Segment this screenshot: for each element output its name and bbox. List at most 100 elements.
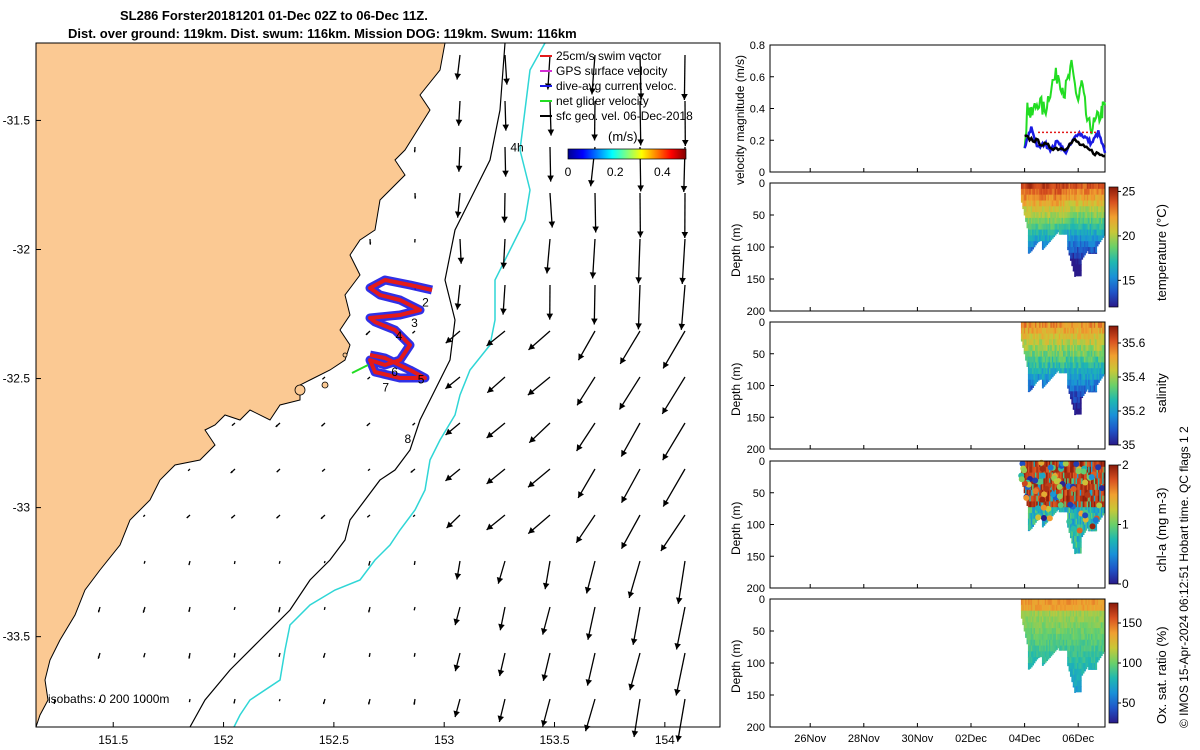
profile-cell [1025,633,1028,638]
profile-cell [1096,200,1099,207]
profile-cell [1095,229,1098,236]
profile-cell [1058,507,1061,513]
profile-cell [1026,610,1029,617]
current-arrow-head [455,119,463,126]
profile-cell [1076,489,1079,497]
profile-cell [1089,495,1092,502]
profile-cell [1057,183,1060,190]
chla-sample-dot [1053,478,1060,485]
profile-cell [1055,327,1058,335]
profile-cell [1097,194,1100,201]
profile-cell [1082,385,1085,392]
profile-cell [1041,518,1044,525]
profile-cell [1074,264,1077,271]
profile-cell [1039,489,1042,497]
profile-cell [1099,461,1102,468]
current-arrow-head [589,88,596,95]
profile-cell [1072,322,1075,329]
profile-cell [1040,639,1043,647]
current-arrow-head [323,702,326,705]
profile-cell [1097,206,1100,213]
profile-cell [1058,639,1061,647]
profile-cell [1047,362,1050,369]
profile-cell [1102,472,1105,479]
profile-cell [1030,466,1033,474]
profile-cell [1055,212,1058,219]
profile-cell [1082,633,1085,641]
profile-cell [1078,339,1081,346]
profile-cell [1099,212,1102,219]
profile-cell [1079,478,1082,485]
profile-cell [1093,194,1096,201]
profile-cell [1071,663,1074,670]
profile-cell [1068,466,1071,474]
profile-cell [1069,489,1072,497]
profile-cell [1029,651,1032,658]
profile-cell [1060,633,1063,641]
profile-cell [1047,183,1050,190]
current-arrow-head [674,642,681,650]
chla-sample-dot [1076,527,1083,534]
current-arrow-head [233,655,236,658]
profile-cell [1076,512,1079,520]
profile-cell [1043,212,1046,219]
profile-cell [1093,206,1096,213]
profile-cell [1085,645,1088,652]
profile-cell [1075,484,1078,491]
profile-cell [1062,362,1065,369]
current-arrow-head [413,515,415,517]
profile-cell [1040,333,1043,340]
profile-cell [1029,194,1032,201]
profile-cell [1081,212,1084,219]
profile-cell [1099,472,1102,479]
profile-cell [1092,622,1095,629]
profile-cell [1093,633,1096,641]
profile-cell [1029,385,1032,392]
profile-cell [1046,616,1049,623]
profile-cell [1037,368,1040,375]
profile-cell [1099,639,1102,647]
current-arrow [639,100,642,146]
profile-cell [1100,472,1103,479]
profile-cell [1044,379,1047,386]
profile-cell [1043,657,1046,664]
profile-cell [1097,472,1100,479]
profile-cell [1046,183,1049,190]
current-arrow-head [53,702,56,704]
profile-cell [1093,385,1096,392]
profile-cell [1075,530,1078,537]
profile-cell [1082,610,1085,617]
profile-cell [1074,339,1077,346]
profile-cell [1030,345,1033,352]
map-colorbar-title: (m/s) [608,129,638,144]
profile-cell [1100,322,1103,329]
profile-cell [1102,206,1105,213]
profile-cell [1032,345,1035,352]
profile-cell [1078,350,1081,358]
current-arrow-head [367,377,369,380]
profile-cell [1085,350,1088,358]
profile-cell [1053,501,1056,508]
profile-cell [1099,368,1102,375]
profile-cell [1072,472,1075,479]
profile-cell [1033,512,1036,520]
profile-cell [1040,200,1043,207]
profile-cell [1099,339,1102,346]
profile-cell [1099,478,1102,485]
profile-cell [1033,368,1036,375]
profile-cell [1071,680,1074,683]
profile-cell [1079,536,1082,543]
profile-cell [1075,668,1078,676]
profile-cell [1074,466,1077,474]
profile-cell [1095,530,1098,532]
profile-cell [1034,229,1037,236]
profile-cell [1022,599,1025,606]
profile-cell [1095,339,1098,346]
profile-cell [1060,183,1063,190]
profile-cell [1068,651,1071,658]
profile-cell [1039,651,1042,658]
profile-cell [1026,356,1029,363]
profile-cell [1095,212,1098,219]
current-arrow-head [628,683,635,691]
profile-cell [1046,206,1049,213]
